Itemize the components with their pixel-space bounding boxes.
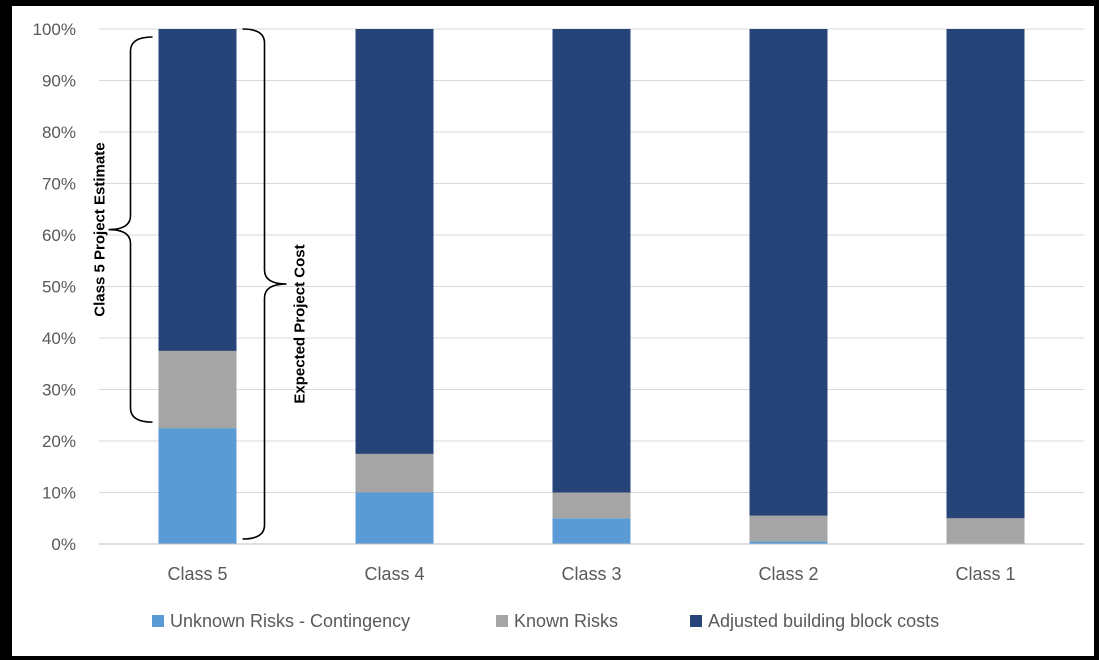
y-tick-label: 0%	[51, 535, 76, 554]
bar-segment-3	[946, 29, 1025, 519]
chart-frame: 0% 10% 20% 30% 40% 50% 60% 70% 80% 90% 100% Class 5…	[12, 6, 1094, 656]
legend-swatch	[496, 615, 508, 627]
y-tick-label: 40%	[42, 329, 76, 348]
bar-segment-3	[749, 29, 828, 516]
bar-segment-3	[355, 29, 434, 454]
bar-segment-1	[355, 492, 434, 544]
x-tick-label: Class 2	[758, 564, 818, 584]
legend-swatch	[690, 615, 702, 627]
x-tick-label: Class 5	[167, 564, 227, 584]
x-tick-label: Class 3	[561, 564, 621, 584]
y-tick-label: 90%	[42, 72, 76, 91]
bar-segment-1	[749, 541, 828, 544]
x-tick-label: Class 4	[364, 564, 424, 584]
annotation-label: Class 5 Project Estimate	[92, 142, 109, 316]
bar-segment-2	[158, 350, 237, 429]
y-tick-label: 30%	[42, 381, 76, 400]
stacked-bar-chart: 0% 10% 20% 30% 40% 50% 60% 70% 80% 90% 100% Class 5…	[33, 20, 1084, 631]
bar-segment-1	[552, 518, 631, 544]
bar-segment-3	[158, 29, 237, 351]
y-tick-label: 100%	[33, 20, 76, 39]
legend-label: Adjusted building block costs	[708, 611, 939, 631]
x-tick-label: Class 1	[955, 564, 1015, 584]
bar-segment-1	[158, 428, 237, 544]
y-tick-label: 10%	[42, 484, 76, 503]
bar-segment-2	[749, 515, 828, 542]
y-tick-label: 50%	[42, 278, 76, 297]
bar-segment-2	[946, 518, 1025, 544]
y-tick-label: 60%	[42, 226, 76, 245]
y-tick-label: 70%	[42, 175, 76, 194]
legend-label: Known Risks	[514, 611, 618, 631]
legend-swatch	[152, 615, 164, 627]
y-tick-label: 20%	[42, 432, 76, 451]
y-tick-label: 80%	[42, 123, 76, 142]
bar-segment-2	[355, 453, 434, 493]
right-brace-icon	[242, 28, 287, 540]
annotation-label: Expected Project Cost	[292, 244, 309, 403]
bar-segment-3	[552, 29, 631, 493]
legend-label: Unknown Risks - Contingency	[170, 611, 410, 631]
bar-segment-2	[552, 492, 631, 519]
left-brace-icon	[108, 36, 153, 423]
